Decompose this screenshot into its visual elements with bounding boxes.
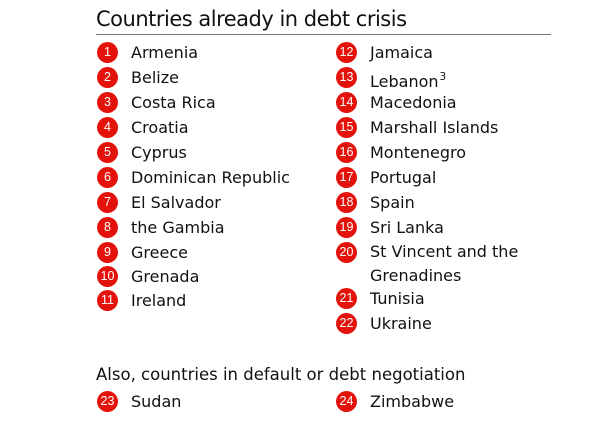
country-name: Grenada xyxy=(131,267,200,286)
country-name: Tunisia xyxy=(370,289,425,308)
number-badge: 24 xyxy=(336,391,357,412)
country-name: Zimbabwe xyxy=(370,392,455,411)
number-badge: 4 xyxy=(97,117,118,138)
country-name: Montenegro xyxy=(370,143,467,162)
country-name: Croatia xyxy=(131,118,189,137)
country-name: Macedonia xyxy=(370,93,457,112)
country-name: Spain xyxy=(370,193,415,212)
country-name: Lebanon xyxy=(370,72,439,91)
country-name: Belize xyxy=(131,68,179,87)
number-badge: 8 xyxy=(97,217,118,238)
number-badge: 18 xyxy=(336,192,357,213)
country-name: Marshall Islands xyxy=(370,118,499,137)
number-badge: 22 xyxy=(336,313,357,334)
page-title: Countries already in debt crisis xyxy=(96,7,407,31)
country-name: Sri Lanka xyxy=(370,218,444,237)
number-badge: 17 xyxy=(336,167,357,188)
country-name: Dominican Republic xyxy=(131,168,290,187)
number-badge: 21 xyxy=(336,288,357,309)
country-name: Jamaica xyxy=(370,43,433,62)
title-divider xyxy=(96,34,551,35)
number-badge: 2 xyxy=(97,67,118,88)
number-badge: 3 xyxy=(97,92,118,113)
country-name: Sudan xyxy=(131,392,182,411)
number-badge: 14 xyxy=(336,92,357,113)
number-badge: 20 xyxy=(336,242,357,263)
country-name: Cyprus xyxy=(131,143,187,162)
country-name: Costa Rica xyxy=(131,93,216,112)
country-name-with-footnote: Lebanon3 xyxy=(370,67,446,92)
number-badge: 6 xyxy=(97,167,118,188)
country-name: Portugal xyxy=(370,168,437,187)
number-badge: 11 xyxy=(97,290,118,311)
country-name: Ukraine xyxy=(370,314,432,333)
number-badge: 12 xyxy=(336,42,357,63)
number-badge: 13 xyxy=(336,67,357,88)
country-name: Armenia xyxy=(131,43,199,62)
country-name: St Vincent and the Grenadines xyxy=(370,242,519,285)
number-badge: 5 xyxy=(97,142,118,163)
footnote-marker: 3 xyxy=(439,71,447,83)
number-badge: 15 xyxy=(336,117,357,138)
number-badge: 1 xyxy=(97,42,118,63)
number-badge: 19 xyxy=(336,217,357,238)
country-name: Ireland xyxy=(131,291,187,310)
country-name: El Salvador xyxy=(131,193,221,212)
number-badge: 9 xyxy=(97,242,118,263)
country-name: the Gambia xyxy=(131,218,225,237)
number-badge: 16 xyxy=(336,142,357,163)
number-badge: 7 xyxy=(97,192,118,213)
country-name: Greece xyxy=(131,243,188,262)
section-subheading: Also, countries in default or debt negot… xyxy=(96,365,466,384)
number-badge: 10 xyxy=(97,266,118,287)
number-badge: 23 xyxy=(97,391,118,412)
